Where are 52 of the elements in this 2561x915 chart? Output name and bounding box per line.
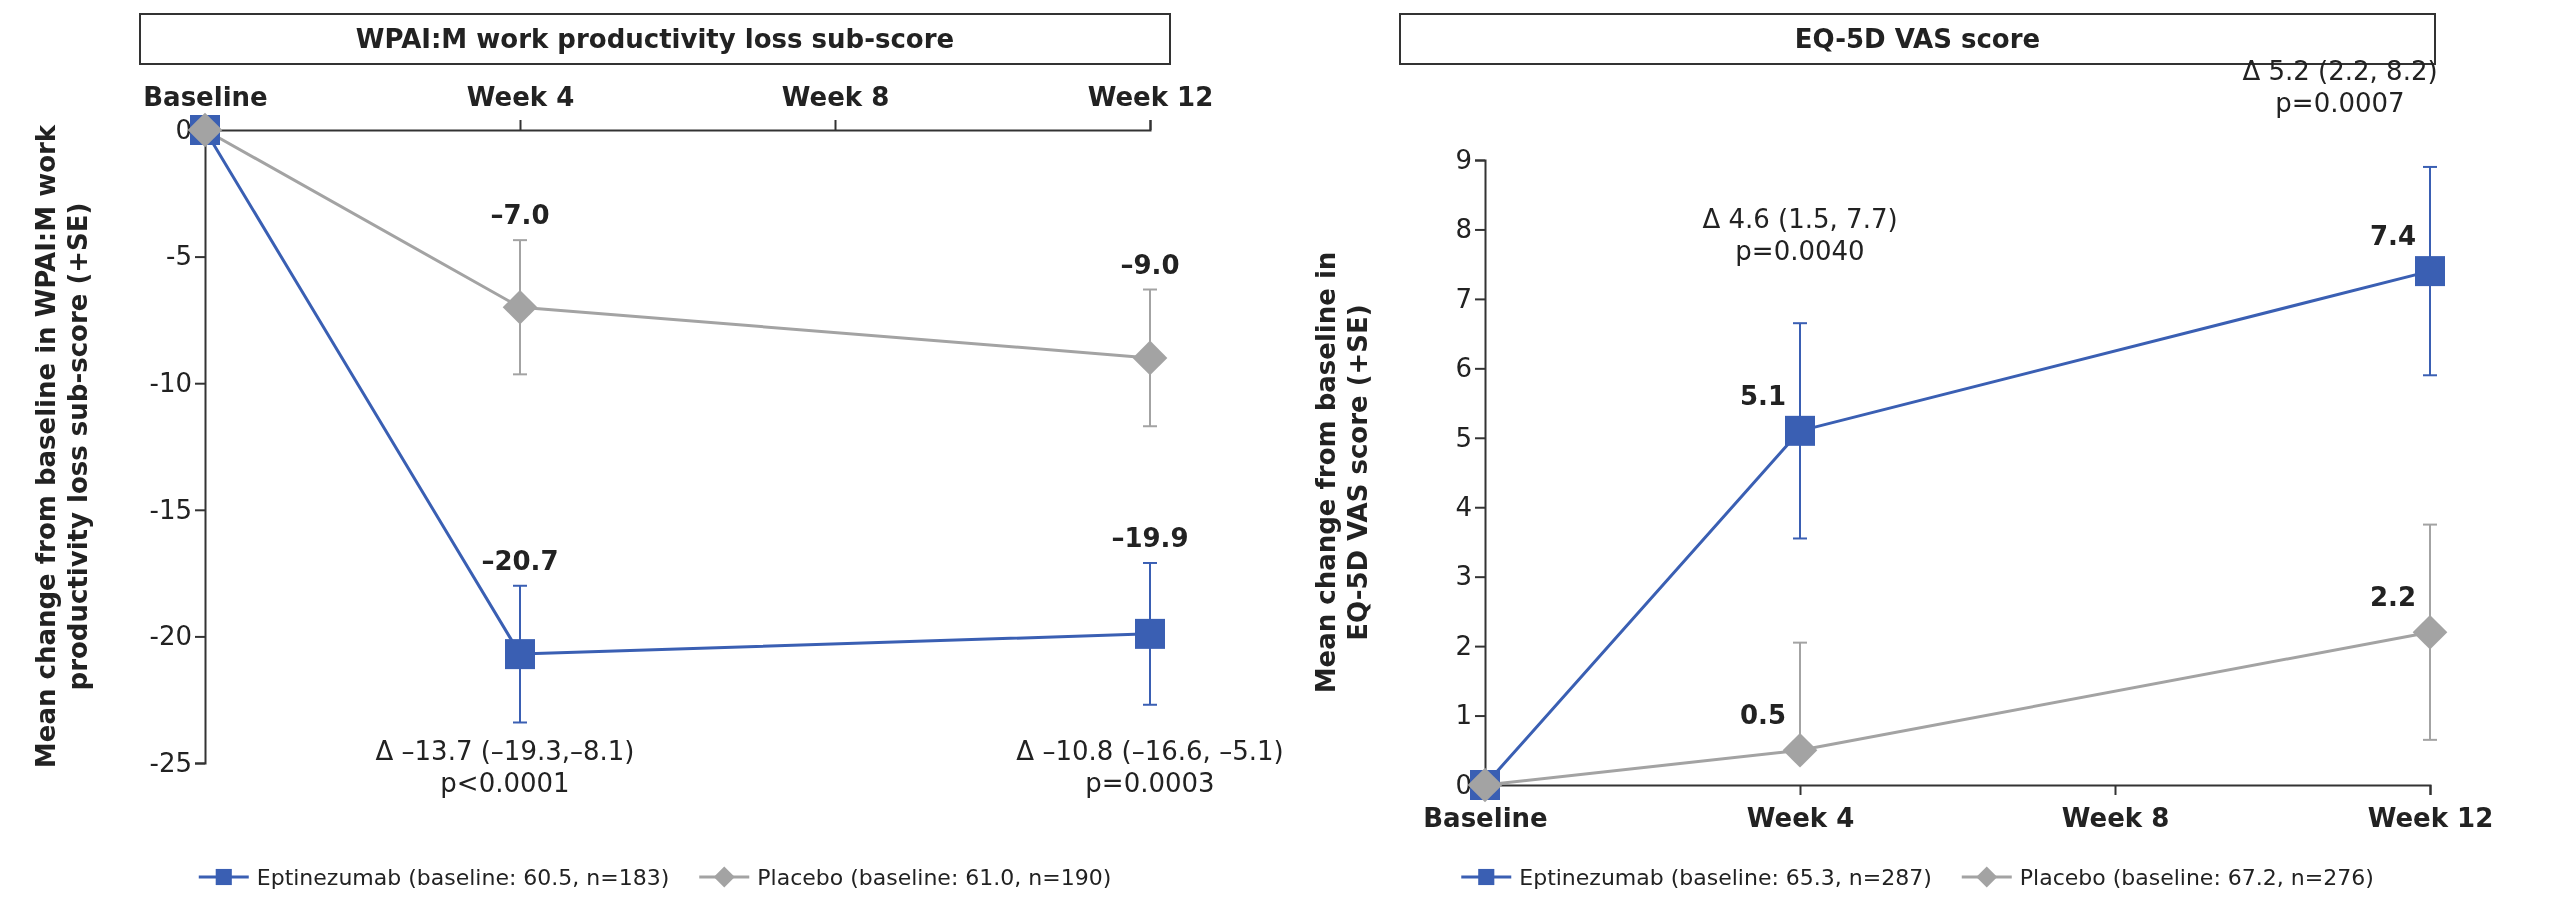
y-tick-label: 4 (1455, 492, 1472, 523)
y-axis-title: Mean change from baseline in WPAI:M work productivity loss sub-score (+SE) (31, 124, 93, 769)
y-tick-label: 9 (1455, 144, 1472, 175)
x-tick-label: Week 12 (1087, 82, 1214, 112)
y-tick-label: 5 (1455, 422, 1472, 453)
point (1132, 340, 1168, 376)
legend-label: Placebo (baseline: 61.0, n=190) (757, 865, 1112, 890)
chart-title: EQ-5D VAS score (1794, 24, 2041, 54)
x-tick-label: Week 4 (1746, 803, 1855, 834)
y-tick-label: -20 (149, 621, 192, 652)
data-label: –9.0 (1120, 249, 1180, 280)
annotation: Δ 4.6 (1.5, 7.7) p=0.0040 (1702, 204, 1898, 266)
data-label: –19.9 (1111, 522, 1189, 553)
data-label: –7.0 (490, 200, 550, 231)
data-label: 0.5 (1739, 700, 1786, 731)
legend-label: Eptinezumab (baseline: 65.3, n=287) (1519, 865, 1932, 890)
point (2415, 256, 2445, 287)
x-tick-label: Week 8 (781, 82, 890, 112)
y-tick-label: 7 (1455, 283, 1472, 314)
y-tick-label: 0 (175, 114, 192, 145)
data-label: 7.4 (2369, 221, 2416, 252)
point (1135, 618, 1165, 649)
data-label: 5.1 (1739, 380, 1786, 411)
y-tick-label: -25 (149, 747, 192, 778)
x-tick-label: Baseline (1423, 803, 1548, 834)
data-label: –20.7 (481, 545, 559, 576)
y-tick-label: 6 (1455, 353, 1472, 384)
x-tick-label: Week 12 (2367, 803, 2494, 834)
x-tick-label: Baseline (143, 82, 268, 112)
y-tick-label: 3 (1455, 561, 1472, 592)
annotation: Δ –13.7 (–19.3,–8.1) p<0.0001 (375, 736, 635, 798)
y-axis-title: Mean change from baseline in EQ-5D VAS score (+SE) (1311, 251, 1373, 694)
x-tick-label: Week 4 (466, 82, 575, 112)
point (502, 289, 538, 325)
y-tick-label: -10 (149, 368, 192, 399)
point (505, 639, 535, 670)
y-tick-label: 1 (1455, 700, 1472, 731)
x-tick-label: Week 8 (2061, 803, 2170, 834)
annotation: Δ –10.8 (–16.6, –5.1) p=0.0003 (1016, 736, 1284, 798)
point (1785, 415, 1815, 446)
y-tick-label: 8 (1455, 214, 1472, 245)
legend-label: Eptinezumab (baseline: 60.5, n=183) (256, 865, 670, 890)
chart-title: WPAI:M work productivity loss sub-score (355, 24, 955, 54)
point (1782, 732, 1818, 768)
y-tick-label: -5 (166, 241, 192, 272)
legend-label: Placebo (baseline: 67.2, n=276) (2019, 865, 2374, 890)
data-label: 2.2 (2369, 582, 2416, 613)
text: Δ 5.2 (2.2, 8.2) p=0.0007 (2242, 56, 2438, 118)
y-tick-label: 0 (1455, 769, 1472, 800)
point (2412, 614, 2448, 650)
y-tick-label: 2 (1455, 630, 1472, 661)
y-tick-label: -15 (149, 494, 192, 525)
